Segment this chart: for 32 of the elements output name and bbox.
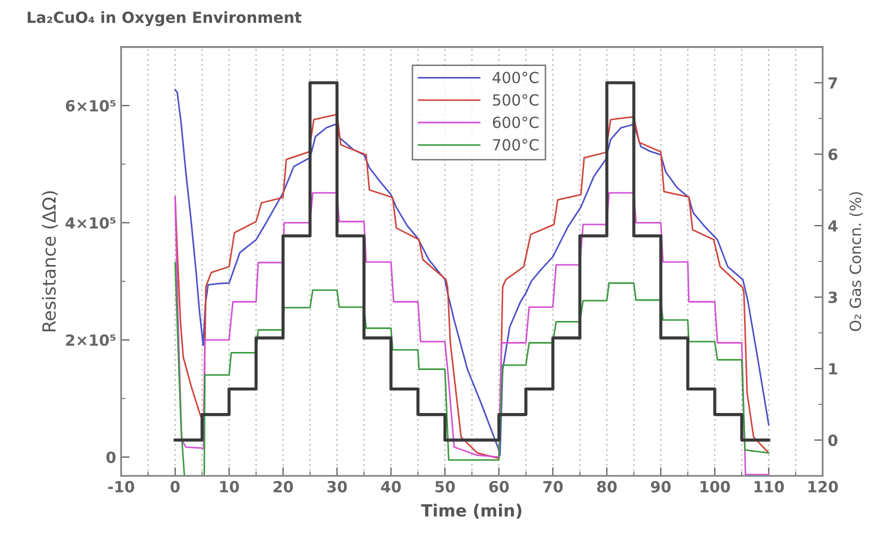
y2-tick-label: 7 (828, 77, 837, 89)
x-tick-label: 80 (597, 480, 617, 492)
chart-title: La₂CuO₄ in Oxygen Environment (28, 11, 302, 26)
x-axis-title: Time (min) (421, 504, 522, 519)
y2-tick-label: 3 (828, 292, 837, 304)
x-tick-label: 40 (381, 480, 401, 492)
x-tick-label: 0 (170, 480, 180, 492)
x-tick-label: 50 (435, 480, 455, 492)
x-tick-label: -10 (108, 480, 134, 492)
x-tick-label: 20 (274, 480, 293, 492)
y2-tick-label: 4 (828, 220, 838, 232)
legend-label: 500°C (493, 94, 539, 106)
y2-tick-label: 6 (828, 148, 838, 160)
y-tick-label: 2×10⁵ (66, 334, 116, 346)
x-tick-label: 10 (220, 480, 239, 492)
x-tick-label: 60 (489, 480, 509, 492)
y2-tick-label: 0 (828, 434, 838, 446)
y2-axis-title: O₂ Gas Concn. (%) (849, 192, 863, 332)
legend-label: 600°C (492, 116, 539, 128)
x-tick-label: 120 (808, 480, 838, 492)
legend-label: 700°C (493, 139, 539, 151)
x-tick-label: 90 (650, 480, 671, 492)
y-tick-label: 6×10⁵ (66, 100, 116, 112)
y-tick-label: 0 (106, 452, 116, 464)
legend-label: 400°C (492, 72, 539, 84)
x-tick-label: 30 (327, 480, 347, 492)
x-tick-label: 110 (754, 480, 784, 492)
x-tick-label: 70 (543, 480, 563, 492)
y-axis-title: Resistance (ΔΩ) (42, 191, 58, 332)
y-tick-label: 4×10⁵ (66, 217, 116, 229)
y2-tick-label: 1 (829, 363, 838, 374)
x-tick-label: 100 (700, 480, 730, 492)
